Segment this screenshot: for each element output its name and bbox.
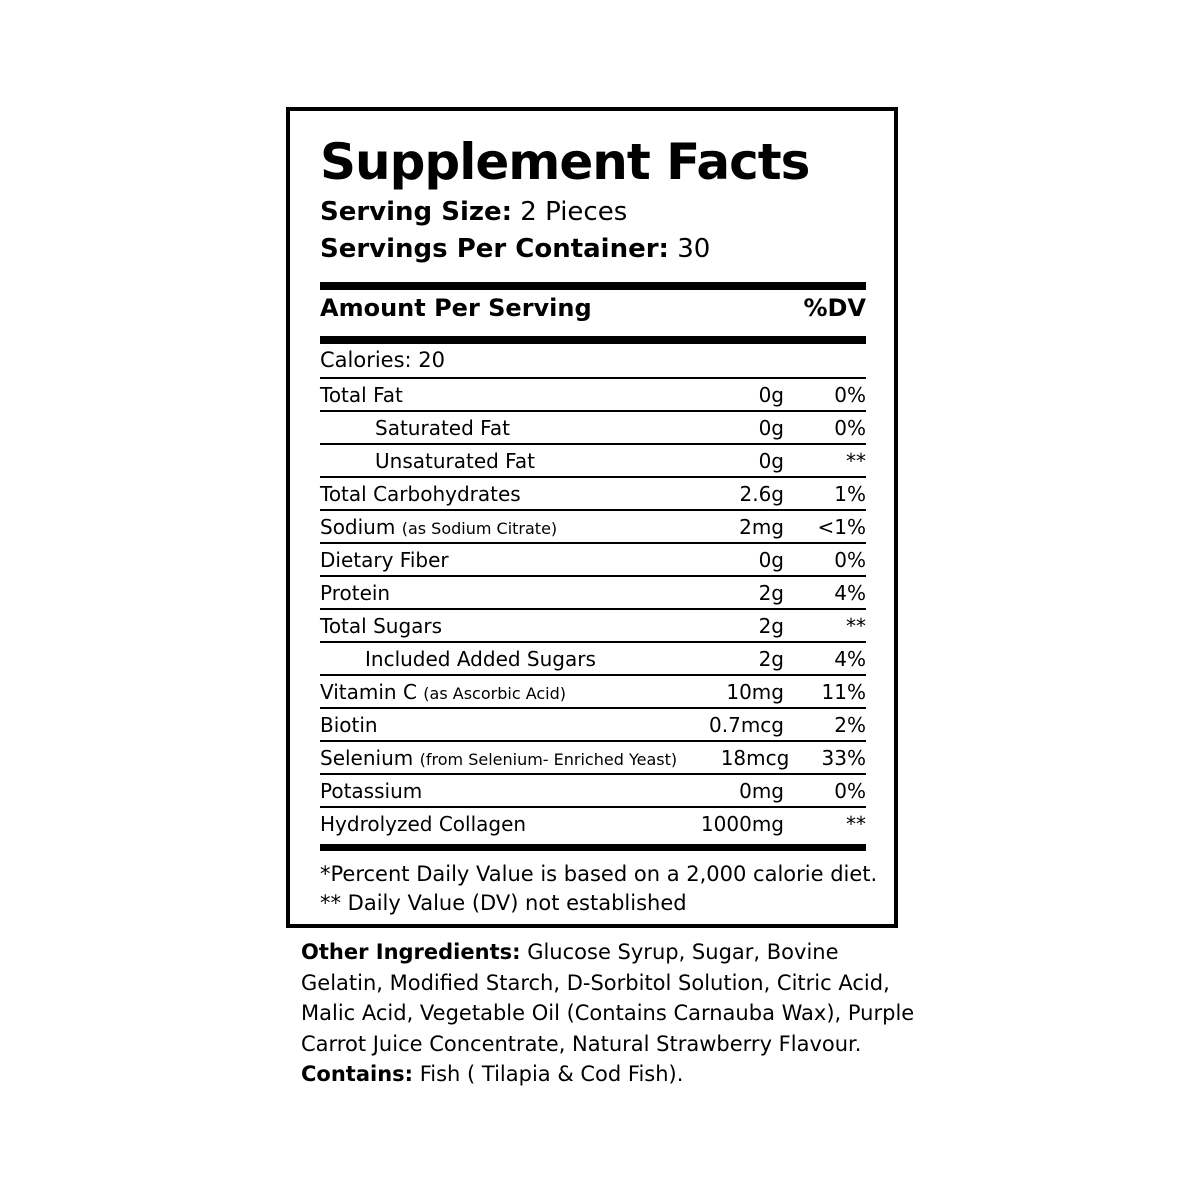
nutrient-name: Unsaturated Fat (375, 448, 535, 473)
nutrient-note: (as Ascorbic Acid) (423, 683, 566, 703)
table-row: Hydrolyzed Collagen 1000mg ** (320, 806, 866, 839)
divider-thick (320, 844, 866, 851)
nutrient-name: Protein (320, 580, 391, 605)
nutrient-dv: ** (846, 448, 866, 473)
table-row: Sodium (as Sodium Citrate) 2mg <1% (320, 509, 866, 542)
nutrient-dv: ** (846, 811, 866, 836)
table-row: Total Carbohydrates 2.6g 1% (320, 476, 866, 509)
servings-per-container: Servings Per Container: 30 (320, 234, 711, 264)
nutrient-name: Saturated Fat (375, 415, 510, 440)
table-row: Included Added Sugars 2g 4% (320, 641, 866, 674)
table-row: Potassium 0mg 0% (320, 773, 866, 806)
nutrient-dv: 0% (834, 382, 866, 407)
footnote-dv: *Percent Daily Value is based on a 2,000… (320, 862, 878, 886)
nutrient-amount: 0g (758, 448, 784, 473)
nutrient-name: Total Carbohydrates (320, 481, 521, 506)
nutrient-name: Hydrolyzed Collagen (320, 811, 527, 836)
calories: Calories: 20 (320, 348, 446, 372)
nutrient-amount: 10mg (726, 679, 784, 704)
nutrient-amount: 2mg (739, 514, 784, 539)
nutrient-amount: 2g (758, 580, 784, 605)
nutrient-amount: 0mg (739, 778, 784, 803)
nutrient-name: Sodium (as Sodium Citrate) (320, 514, 558, 539)
nutrient-dv: 0% (834, 415, 866, 440)
nutrient-amount: 0g (758, 382, 784, 407)
table-row: Selenium (from Selenium- Enriched Yeast)… (320, 740, 866, 773)
nutrient-dv: 0% (834, 778, 866, 803)
contains: Contains: Fish ( Tilapia & Cod Fish). (301, 1062, 684, 1086)
table-row: Dietary Fiber 0g 0% (320, 542, 866, 575)
nutrient-amount: 0g (758, 547, 784, 572)
table-row: Protein 2g 4% (320, 575, 866, 608)
nutrient-dv: 0% (834, 547, 866, 572)
nutrient-name: Biotin (320, 712, 378, 737)
nutrient-name: Dietary Fiber (320, 547, 449, 572)
nutrient-amount: 0g (758, 415, 784, 440)
table-header: Amount Per Serving %DV (320, 294, 866, 322)
other-ingredients: Other Ingredients: Glucose Syrup, Sugar,… (301, 937, 921, 1090)
table-row: Total Sugars 2g ** (320, 608, 866, 641)
nutrient-amount: 2g (758, 613, 784, 638)
nutrient-dv: <1% (817, 514, 867, 539)
nutrient-amount: 2.6g (739, 481, 784, 506)
table-row: Total Fat 0g 0% (320, 377, 866, 410)
table-row: Unsaturated Fat 0g ** (320, 443, 866, 476)
nutrient-name: Potassium (320, 778, 423, 803)
footnote-not-established: ** Daily Value (DV) not established (320, 891, 687, 915)
nutrient-amount: 2g (758, 646, 784, 671)
nutrient-dv: 4% (834, 580, 866, 605)
table-row: Vitamin C (as Ascorbic Acid) 10mg 11% (320, 674, 866, 707)
nutrient-dv: 4% (834, 646, 866, 671)
nutrient-dv: ** (846, 613, 866, 638)
divider-thick (320, 282, 866, 290)
nutrient-name: Included Added Sugars (365, 646, 596, 671)
nutrient-amount: 18mcg (720, 745, 790, 770)
amount-header: Amount Per Serving (320, 294, 592, 322)
nutrient-amount: 1000mg (700, 811, 784, 836)
nutrient-dv: 2% (834, 712, 866, 737)
nutrient-dv: 33% (821, 745, 866, 770)
nutrient-note: (from Selenium- Enriched Yeast) (419, 749, 678, 769)
nutrient-name: Total Fat (320, 382, 403, 407)
dv-header: %DV (803, 294, 866, 322)
nutrient-amount: 0.7mcg (709, 712, 784, 737)
nutrient-table: Total Fat 0g 0% Saturated Fat 0g 0% Unsaturate… (320, 377, 866, 839)
nutrient-note: (as Sodium Citrate) (401, 518, 558, 538)
nutrient-name: Vitamin C (as Ascorbic Acid) (320, 679, 566, 704)
serving-size: Serving Size: 2 Pieces (320, 197, 628, 227)
nutrient-dv: 1% (834, 481, 866, 506)
panel-title: Supplement Facts (320, 133, 810, 191)
nutrient-name: Selenium (from Selenium- Enriched Yeast) (320, 745, 678, 770)
divider-thick (320, 336, 866, 344)
table-row: Biotin 0.7mcg 2% (320, 707, 866, 740)
nutrient-dv: 11% (821, 679, 866, 704)
table-row: Saturated Fat 0g 0% (320, 410, 866, 443)
supplement-facts-panel: Supplement Facts Serving Size: 2 Pieces … (286, 107, 898, 928)
nutrient-name: Total Sugars (320, 613, 443, 638)
